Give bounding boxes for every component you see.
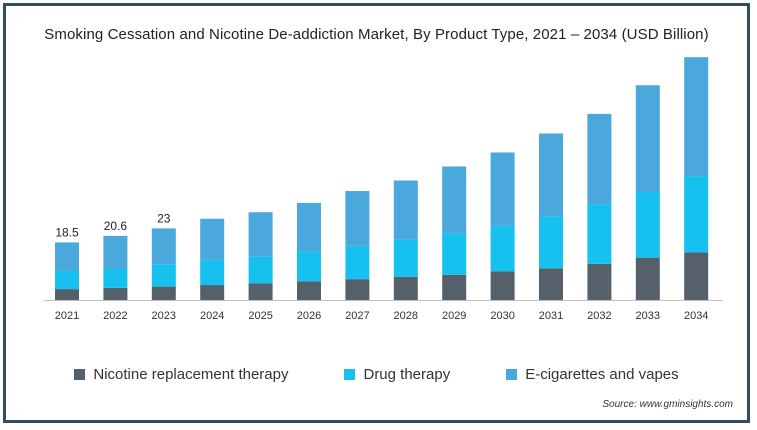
bar-2026-series-0 — [297, 281, 321, 300]
bar-2023-series-1 — [151, 264, 176, 287]
x-tick-label-2027: 2027 — [345, 310, 369, 322]
bar-2031-series-0 — [539, 268, 563, 300]
bar-2025-series-2 — [248, 212, 273, 257]
bar-2030-series-0 — [490, 271, 515, 300]
bar-2029-series-1 — [442, 233, 467, 275]
bar-2022-series-1 — [103, 268, 128, 288]
legend-label-drug: Drug therapy — [363, 366, 451, 383]
bar-2028-series-1 — [393, 239, 418, 277]
bar-2029-series-2 — [442, 166, 467, 234]
x-tick-label-2030: 2030 — [490, 310, 514, 322]
bar-2032-series-0 — [587, 263, 612, 300]
bar-2025-series-0 — [248, 283, 273, 300]
x-tick-label-2034: 2034 — [684, 310, 708, 322]
x-tick-label-2021: 2021 — [55, 310, 79, 322]
bar-2027-series-2 — [345, 191, 370, 246]
bar-2030-series-2 — [490, 152, 515, 226]
x-tick-label-2026: 2026 — [297, 310, 321, 322]
legend-item-ecig[interactable]: E-cigarettes and vapes — [506, 366, 679, 383]
bar-2024-series-0 — [200, 285, 225, 300]
legend-label-nrt: Nicotine replacement therapy — [93, 366, 289, 383]
bar-2027-series-0 — [345, 279, 370, 300]
bar-2034-series-2 — [684, 57, 709, 177]
chart-legend: Nicotine replacement therapy Drug therap… — [6, 366, 747, 383]
bar-2028-series-0 — [393, 276, 418, 300]
legend-swatch-ecig — [506, 369, 518, 380]
bar-2033-series-1 — [635, 191, 660, 258]
bar-2023-series-2 — [151, 228, 176, 265]
bar-2022-series-0 — [103, 287, 128, 300]
x-tick-label-2032: 2032 — [587, 310, 611, 322]
legend-item-drug[interactable]: Drug therapy — [344, 366, 450, 383]
bar-2032-series-1 — [587, 204, 612, 264]
bar-2030-series-1 — [490, 225, 515, 272]
data-label-2021: 18.5 — [55, 225, 79, 239]
legend-swatch-drug — [344, 369, 356, 380]
data-label-2023: 23 — [157, 211, 171, 225]
legend-swatch-nrt — [74, 369, 86, 380]
data-label-2022: 20.6 — [104, 219, 128, 233]
x-tick-label-2022: 2022 — [103, 310, 127, 322]
bar-2026-series-1 — [297, 251, 321, 282]
bar-2034-series-1 — [684, 176, 709, 253]
bar-2024-series-1 — [200, 259, 225, 286]
bar-2021-series-1 — [55, 271, 79, 290]
bar-2033-series-0 — [635, 257, 660, 300]
x-tick-label-2028: 2028 — [394, 310, 418, 322]
bar-2023-series-0 — [151, 286, 176, 300]
bar-2031-series-1 — [539, 216, 563, 269]
legend-item-nrt[interactable]: Nicotine replacement therapy — [74, 366, 288, 383]
bar-2026-series-2 — [297, 202, 321, 252]
bar-2029-series-0 — [442, 274, 467, 300]
bar-2027-series-1 — [345, 245, 370, 280]
chart-plot: 2021 18.5 2022 20.6 2023 23 2024 2025 2026 2027 20… — [44, 57, 723, 322]
bar-2031-series-2 — [539, 133, 563, 217]
bar-2034-series-0 — [684, 252, 709, 300]
bar-2033-series-2 — [635, 85, 660, 192]
x-tick-label-2033: 2033 — [636, 310, 660, 322]
x-tick-label-2031: 2031 — [539, 310, 563, 322]
bar-2024-series-2 — [200, 218, 225, 260]
legend-label-ecig: E-cigarettes and vapes — [525, 366, 679, 383]
x-tick-label-2023: 2023 — [152, 310, 176, 322]
bar-2021-series-2 — [55, 242, 79, 272]
bar-2021-series-0 — [55, 289, 79, 300]
source-note: Source: www.gminsights.com — [602, 399, 733, 410]
chart-title: Smoking Cessation and Nicotine De-addict… — [44, 26, 709, 43]
bar-2022-series-2 — [103, 235, 128, 269]
bar-2032-series-2 — [587, 113, 612, 205]
chart-frame: Smoking Cessation and Nicotine De-addict… — [3, 3, 750, 423]
bar-2025-series-1 — [248, 256, 273, 284]
x-tick-label-2029: 2029 — [442, 310, 466, 322]
x-tick-label-2024: 2024 — [200, 310, 224, 322]
bar-2028-series-2 — [393, 180, 418, 240]
x-tick-label-2025: 2025 — [248, 310, 272, 322]
